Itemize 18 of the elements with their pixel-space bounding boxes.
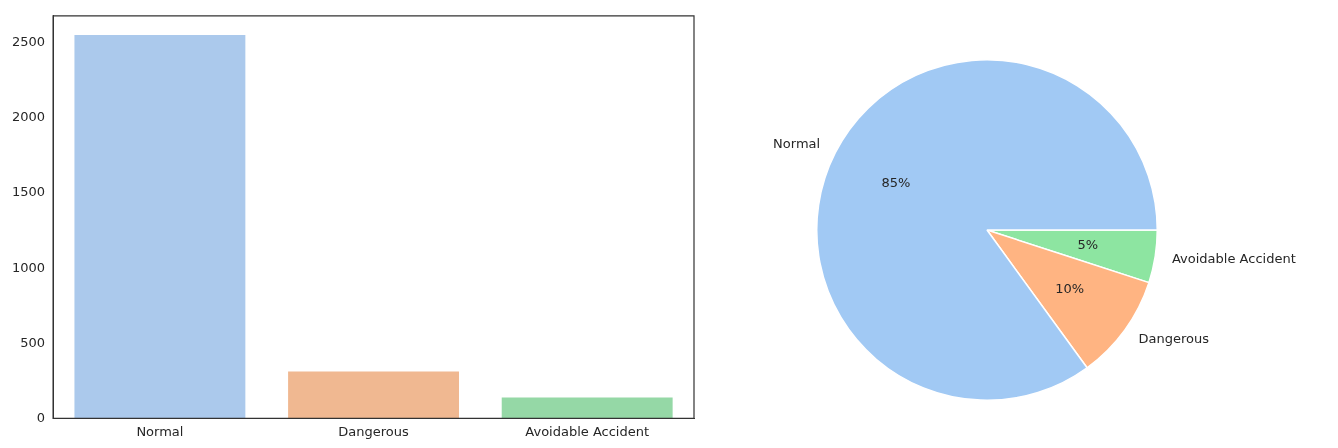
y-tick-label: 1500 [11,184,46,200]
y-tick-label: 2000 [11,109,46,125]
bar [288,371,459,419]
data-label: 85% [881,175,911,190]
y-tick-label: 500 [20,334,46,350]
y-tick-label: 1000 [11,259,46,275]
slice-label: Dangerous [1138,331,1210,347]
x-tick-label: Normal [136,423,184,439]
bar [501,397,673,419]
slice-label: Avoidable Accident [1171,250,1296,266]
y-tick-label: 0 [36,409,46,425]
bar [74,34,246,419]
x-tick-label: Avoidable Accident [525,423,650,439]
data-label: 5% [1077,237,1099,253]
x-tick-label: Dangerous [338,423,410,439]
slice-label: Normal [773,136,821,152]
y-tick-label: 2500 [11,34,46,50]
data-label: 10% [1055,281,1085,297]
